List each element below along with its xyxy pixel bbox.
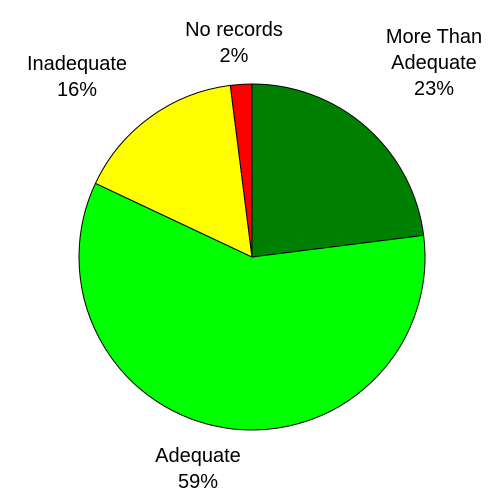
slice-label-more-than-adequate: More Than Adequate 23% [386, 26, 482, 100]
slice-label-adequate: Adequate 59% [155, 445, 241, 493]
slice-label-inadequate: Inadequate 16% [27, 53, 127, 101]
slice-name-label: Adequate [391, 52, 477, 74]
slice-name-label: No records [185, 19, 283, 41]
pie-labels: More Than Adequate 23% Adequate 59% Inadequat… [27, 19, 482, 493]
pie-slice-adequate [78, 182, 426, 431]
pie-slice-more-than-adequate [251, 83, 425, 258]
slice-name-label: Adequate [155, 445, 241, 467]
pie-slice-no-records [229, 83, 253, 258]
slice-percent-label: 16% [57, 79, 97, 101]
slice-percent-label: 23% [414, 78, 454, 100]
slice-label-no-records: No records 2% [185, 19, 283, 67]
pie-slices [78, 83, 426, 431]
slice-percent-label: 59% [178, 471, 218, 493]
slice-name-label: Inadequate [27, 53, 127, 75]
slice-name-label: More Than [386, 26, 482, 48]
pie-slice-inadequate [94, 84, 253, 258]
slice-percent-label: 2% [220, 45, 249, 67]
